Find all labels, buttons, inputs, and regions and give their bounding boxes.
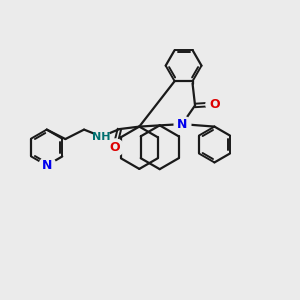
Text: N: N — [41, 159, 52, 172]
Text: O: O — [110, 140, 120, 154]
Text: NH: NH — [92, 132, 111, 142]
Text: NH: NH — [92, 132, 111, 142]
Text: N: N — [177, 118, 187, 130]
Text: O: O — [209, 98, 220, 111]
Text: N: N — [41, 159, 52, 172]
Text: O: O — [209, 98, 220, 111]
Text: O: O — [110, 140, 120, 154]
